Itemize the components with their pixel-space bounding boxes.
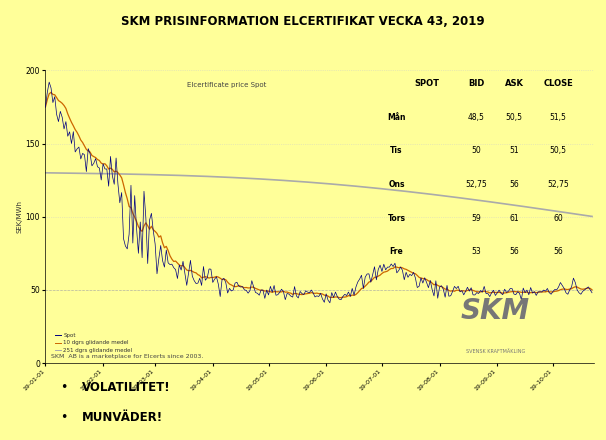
Text: 56: 56 (510, 180, 519, 189)
Text: •: • (61, 411, 68, 425)
Text: Ons: Ons (388, 180, 405, 189)
Text: SVENSK KRAFTMÄKLING: SVENSK KRAFTMÄKLING (465, 349, 525, 354)
Text: 52,75: 52,75 (465, 180, 487, 189)
Text: 59: 59 (471, 214, 481, 223)
Text: Tors: Tors (387, 214, 405, 223)
Text: 50,5: 50,5 (550, 147, 567, 155)
Text: 51: 51 (510, 147, 519, 155)
Text: Tis: Tis (390, 147, 403, 155)
Text: BID: BID (468, 79, 484, 88)
Text: Fre: Fre (390, 247, 404, 257)
Text: Elcertificate price Spot: Elcertificate price Spot (187, 82, 266, 88)
Text: ASK: ASK (505, 79, 524, 88)
Text: •: • (61, 381, 68, 394)
Text: 52,75: 52,75 (547, 180, 569, 189)
Text: 48,5: 48,5 (468, 113, 484, 122)
Text: SKM  AB is a marketplace for Elcerts since 2003.: SKM AB is a marketplace for Elcerts sinc… (51, 354, 203, 359)
Legend: Spot, 10 dgrs glidande medel, 251 dgrs glidande medel: Spot, 10 dgrs glidande medel, 251 dgrs g… (54, 332, 133, 354)
Text: 50: 50 (471, 147, 481, 155)
Text: SKM PRISINFORMATION ELCERTIFIKAT VECKA 43, 2019: SKM PRISINFORMATION ELCERTIFIKAT VECKA 4… (121, 15, 485, 29)
Text: 61: 61 (510, 214, 519, 223)
Text: Mån: Mån (387, 113, 405, 122)
Text: MUNVÄDER!: MUNVÄDER! (82, 411, 163, 425)
Text: 53: 53 (471, 247, 481, 257)
Text: 50,5: 50,5 (506, 113, 523, 122)
Text: 56: 56 (510, 247, 519, 257)
Text: 56: 56 (553, 247, 563, 257)
Text: 51,5: 51,5 (550, 113, 567, 122)
Text: 60: 60 (553, 214, 563, 223)
Text: VOLATILITET!: VOLATILITET! (82, 381, 170, 394)
Text: SKM: SKM (461, 297, 530, 325)
Text: CLOSE: CLOSE (544, 79, 573, 88)
Y-axis label: SEK/MWh: SEK/MWh (16, 200, 22, 233)
Text: SPOT: SPOT (414, 79, 439, 88)
